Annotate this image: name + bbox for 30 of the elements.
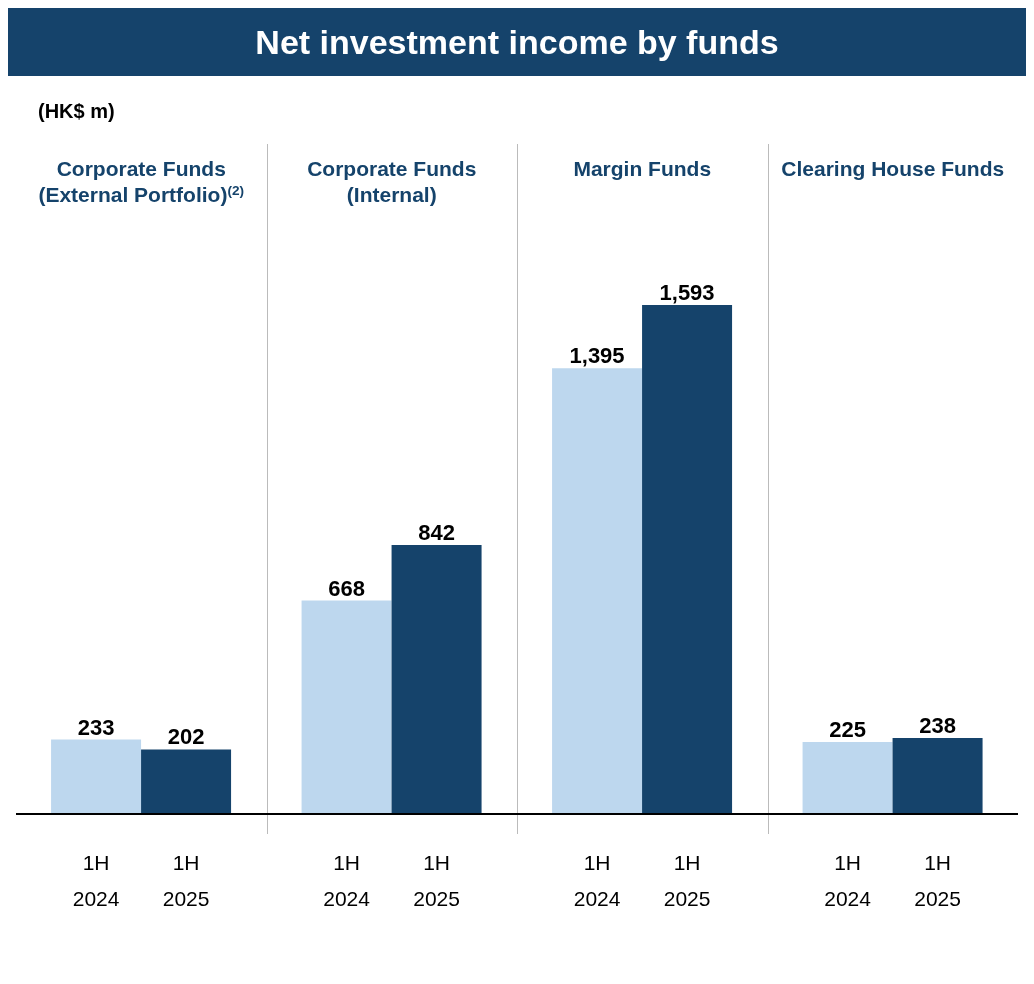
- series-label: 1H 2025: [162, 851, 210, 910]
- bar: [552, 368, 643, 814]
- text: 1H 2025: [663, 851, 711, 910]
- text: 1H 2025: [413, 851, 460, 910]
- series-label: 1H 2024: [72, 851, 120, 910]
- text: 1H 2025: [914, 851, 961, 910]
- text: 1H 2024: [323, 851, 370, 910]
- data-label: 1,593: [659, 280, 715, 306]
- bar: [892, 737, 983, 814]
- bar: [51, 739, 142, 814]
- data-label: 668: [328, 575, 365, 601]
- data-label: 233: [77, 714, 115, 740]
- bar: [301, 600, 392, 814]
- x-tick-label: Margin Funds: [573, 157, 712, 180]
- x-tick-label: Clearing House Funds: [781, 157, 1005, 180]
- x-tick-label: Corporate Funds (External Portfolio)$^{(2)}$: [38, 157, 245, 206]
- text: 1H 2024: [824, 851, 871, 910]
- data-label: 225: [829, 717, 866, 743]
- data-label: 1,395: [569, 343, 625, 369]
- bar: [391, 545, 482, 814]
- bar: [802, 742, 893, 814]
- data-label: 238: [919, 712, 956, 738]
- y-axis-title: (HK$ m): [38, 100, 116, 124]
- data-label: 202: [167, 724, 205, 750]
- data-label: 842: [418, 520, 455, 545]
- x-tick-label: Corporate Funds (Internal): [307, 157, 477, 206]
- text: 1H 2024: [573, 851, 621, 910]
- bar: [642, 305, 733, 814]
- chart-title: Net investment income by funds: [8, 8, 1026, 76]
- bar: [141, 749, 232, 814]
